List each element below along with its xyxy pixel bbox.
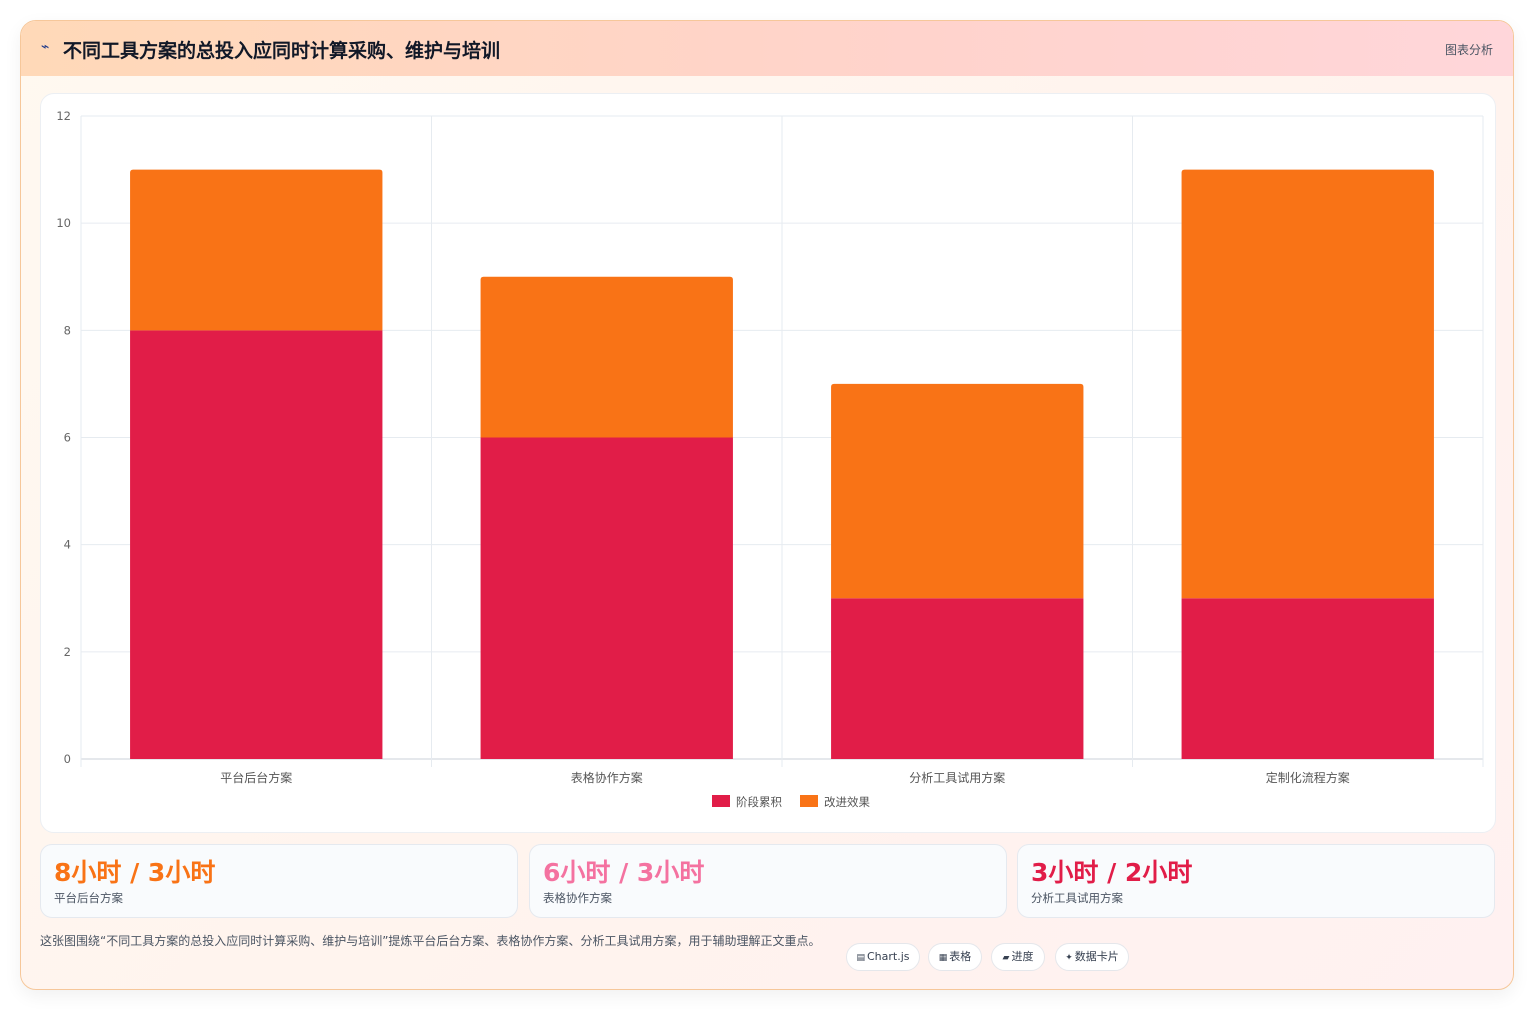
chip-label: 数据卡片	[1074, 950, 1119, 963]
x-tick-label: 表格协作方案	[571, 770, 643, 785]
stat-value: 6小时 / 3小时	[543, 858, 705, 887]
stat-cards: 8小时 / 3小时 平台后台方案 6小时 / 3小时 表格协作方案 3小时 / …	[40, 844, 1496, 918]
bar-segment	[480, 437, 733, 759]
chip-chartjs[interactable]: ▤ Chart.js	[846, 943, 920, 971]
legend-swatch	[800, 795, 818, 807]
y-tick-label: 8	[64, 323, 71, 337]
bar-segment	[1181, 169, 1434, 599]
chart-icon: ▤	[856, 953, 865, 963]
legend-label: 改进效果	[824, 795, 870, 809]
legend-swatch	[712, 795, 730, 807]
bar-segment	[1181, 598, 1434, 759]
chart-analysis-tag: 图表分析	[1444, 43, 1493, 57]
y-tick-label: 4	[64, 538, 71, 552]
bar-segment	[831, 383, 1084, 599]
chart-description: 这张图围绕“不同工具方案的总投入应同时计算采购、维护与培训”提炼平台后台方案、表…	[40, 934, 821, 948]
chart-container: 0 2 4 6 8 10 12 平台后台方案 表格协作方案 分析工具试用方案 定制化流程方案 阶段累…	[40, 93, 1496, 833]
progress-icon: ▰	[1002, 953, 1010, 963]
x-tick-label: 分析工具试用方案	[909, 770, 1005, 785]
y-tick-label: 0	[64, 752, 71, 766]
table-icon: ▦	[938, 953, 948, 963]
chip-label: Chart.js	[867, 950, 910, 963]
chip-label: 表格	[949, 950, 972, 963]
stat-label: 平台后台方案	[54, 891, 123, 905]
y-tick-label: 10	[56, 216, 71, 230]
stat-value: 3小时 / 2小时	[1031, 858, 1193, 887]
y-tick-label: 12	[56, 109, 71, 123]
stat-card: 8小时 / 3小时 平台后台方案	[40, 844, 518, 918]
bar-segment	[480, 276, 733, 438]
stat-card: 6小时 / 3小时 表格协作方案	[529, 844, 1007, 918]
chip-label: 进度	[1011, 950, 1034, 963]
chip-progress[interactable]: ▰ 进度	[991, 943, 1045, 971]
card-header: ⌁ 不同工具方案的总投入应同时计算采购、维护与培训 图表分析	[21, 21, 1513, 76]
stat-card: 3小时 / 2小时 分析工具试用方案	[1017, 844, 1495, 918]
chart-card: ⌁ 不同工具方案的总投入应同时计算采购、维护与培训 图表分析 0 2 4 6 8 10 12…	[20, 20, 1514, 990]
legend-label: 阶段累积	[736, 795, 782, 809]
y-tick-label: 6	[64, 431, 71, 445]
bar-segment	[130, 330, 383, 759]
bar-segment	[831, 598, 1084, 759]
card-title: 不同工具方案的总投入应同时计算采购、维护与培训	[63, 40, 501, 62]
stat-value: 8小时 / 3小时	[54, 858, 216, 887]
x-tick-label: 平台后台方案	[220, 770, 292, 785]
chart-line-icon: ⌁	[41, 39, 50, 55]
stacked-bar-chart: 0 2 4 6 8 10 12 平台后台方案 表格协作方案 分析工具试用方案 定制化流程方案 阶段累…	[56, 109, 1484, 809]
sparkle-icon: ✦	[1065, 953, 1073, 963]
stat-label: 表格协作方案	[543, 891, 612, 905]
stat-label: 分析工具试用方案	[1031, 891, 1123, 905]
chip-data-card[interactable]: ✦ 数据卡片	[1055, 943, 1129, 971]
chip-table[interactable]: ▦ 表格	[928, 943, 982, 971]
bar-segment	[130, 169, 383, 331]
x-tick-label: 定制化流程方案	[1266, 770, 1350, 785]
y-tick-label: 2	[64, 645, 71, 659]
